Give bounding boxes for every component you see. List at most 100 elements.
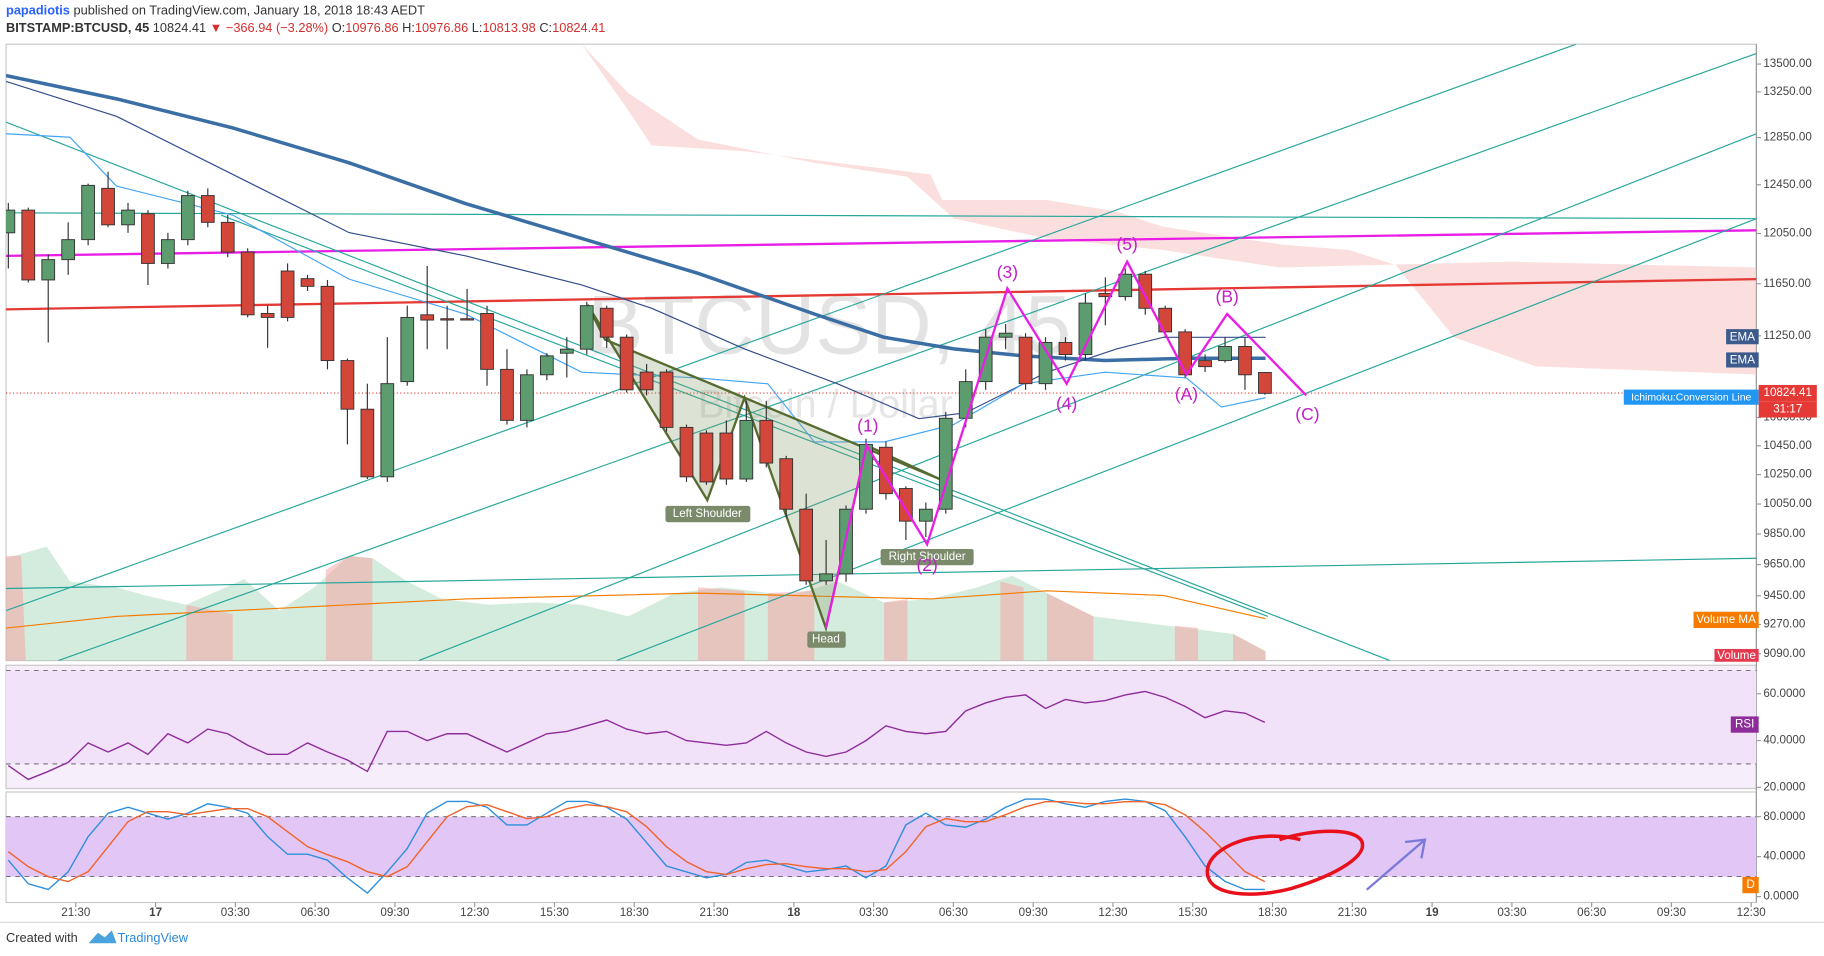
candle-body — [679, 426, 694, 478]
indicator-label: EMA — [1730, 330, 1755, 343]
price: 10824.41 — [153, 20, 206, 35]
published: published on TradingView.com, January 18… — [73, 3, 425, 18]
candle-body — [1218, 346, 1232, 362]
y-tick-label: 80.0000 — [1763, 810, 1806, 823]
brand-logo — [88, 930, 117, 944]
countdown-label: 31:17 — [1773, 402, 1802, 415]
x-tick-label: 19 — [1426, 906, 1439, 919]
x-tick-label: 15:30 — [1178, 906, 1208, 919]
label-box — [1742, 876, 1759, 894]
indicator-label: D — [1746, 878, 1754, 891]
x-tick-label: 21:30 — [1338, 906, 1368, 919]
label-box — [1714, 648, 1759, 662]
wave-label: (5) — [1117, 234, 1138, 254]
label-box — [1693, 611, 1759, 629]
ohlc-value: 10976.86 — [345, 20, 398, 35]
label-box — [880, 548, 974, 566]
ohlc-label: H: — [402, 20, 415, 35]
x-tick-label: 12:30 — [460, 906, 490, 919]
candle-body — [918, 508, 933, 522]
ema-line-thick — [6, 73, 1266, 363]
candle-body — [200, 195, 215, 223]
symbol: BITSTAMP:BTCUSD, 45 — [6, 20, 149, 35]
candle-body — [579, 305, 594, 350]
ohlc-label: C: — [539, 20, 552, 35]
header-line-1: papadiotis published on TradingView.com,… — [6, 3, 425, 18]
channel-line — [418, 133, 1757, 661]
candle-body — [380, 383, 395, 478]
candle-body — [280, 270, 295, 318]
candle-body — [141, 213, 155, 264]
trend-line-magenta — [6, 229, 1757, 258]
channel-line — [220, 214, 1269, 617]
rsi-plot — [6, 669, 1757, 781]
pattern-label: Left Shoulder — [673, 507, 742, 520]
main-drawings: BTCUSD, 45 Bitcoin / Dollar — [6, 44, 1757, 661]
watermark-name: Bitcoin / Dollar — [698, 382, 953, 426]
ohlc-label: L: — [472, 20, 483, 35]
x-tick-label: 03:30 — [859, 906, 889, 919]
ema-line-thin — [6, 80, 1266, 420]
hand-circle — [1205, 829, 1365, 896]
y-tick-label: 11250.00 — [1763, 329, 1811, 342]
candle-body — [540, 355, 554, 376]
candle-body — [619, 336, 634, 391]
pattern-label: Head — [812, 633, 840, 646]
axes: 13500.00 13250.00 12850.00 12450.00 12050.00… — [61, 57, 1812, 919]
y-tick-label: 60.0000 — [1763, 687, 1806, 700]
candle-body — [819, 573, 833, 582]
candle-body — [1118, 273, 1133, 298]
volume-area-down — [6, 555, 1266, 661]
y-tick-label: 13250.00 — [1763, 85, 1812, 98]
candle-body — [1198, 360, 1212, 368]
channel-line — [6, 44, 1577, 612]
x-tick-label: 09:30 — [380, 906, 410, 919]
candle-body — [759, 419, 774, 464]
hand-arrow-head — [1404, 838, 1427, 859]
y-tick-label: 12450.00 — [1763, 178, 1812, 191]
candle-body — [799, 508, 814, 582]
x-tick-label: 03:30 — [221, 906, 251, 919]
candle-body — [719, 432, 734, 480]
y-tick-label: 20.0000 — [1763, 780, 1806, 793]
elliott-wave — [824, 259, 1308, 629]
indicator-label: Volume MA — [1696, 613, 1756, 626]
trend-line-green — [6, 212, 1757, 220]
label-box — [1726, 329, 1759, 345]
last-price-label: 10824.41 — [1764, 386, 1813, 399]
candle-body — [220, 221, 235, 253]
y-tick-label: 9270.00 — [1763, 618, 1806, 631]
candle-body — [101, 187, 115, 226]
label-box — [665, 505, 751, 523]
indicator-label: Volume — [1717, 649, 1756, 662]
indicator-label: RSI — [1735, 718, 1754, 731]
x-tick-label: 06:30 — [301, 906, 331, 919]
brand-link[interactable]: TradingView — [118, 930, 189, 945]
candle-body — [1238, 346, 1252, 376]
candle-body — [859, 443, 873, 510]
candle-body — [420, 314, 435, 321]
x-tick-label: 18:30 — [1258, 906, 1288, 919]
x-tick-label: 09:30 — [1019, 906, 1049, 919]
x-tick-label: 12:30 — [1098, 906, 1128, 919]
indicator-label: Ichimoku:Conversion Line — [1631, 393, 1751, 404]
candle-body — [340, 360, 355, 410]
candle-body — [699, 432, 714, 483]
candle-body — [958, 381, 973, 419]
indicator-label: EMA — [1730, 354, 1755, 367]
y-tick-label: 9090.00 — [1763, 647, 1806, 660]
author[interactable]: papadiotis — [6, 3, 70, 18]
band-fill — [6, 816, 1757, 877]
candle-body — [320, 285, 335, 362]
x-tick-label: 21:30 — [700, 906, 730, 919]
label-box — [1730, 716, 1759, 733]
candle-body — [1158, 307, 1173, 333]
indicator-line — [7, 800, 1266, 883]
y-tick-label: 0.0000 — [1763, 890, 1799, 903]
candle-body — [559, 348, 574, 354]
candle-body — [360, 408, 375, 478]
candle-body — [599, 307, 614, 338]
candle-body — [61, 239, 76, 261]
stoch-plot — [6, 798, 1757, 895]
